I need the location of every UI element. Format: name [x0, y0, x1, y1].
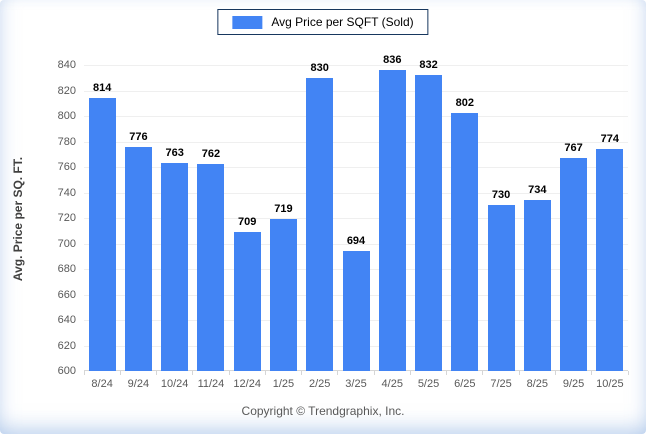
- x-axis-tick: [83, 371, 85, 375]
- x-tick-label: 7/25: [490, 378, 512, 390]
- gridline: [84, 90, 628, 92]
- gridline: [84, 243, 628, 245]
- bar: [523, 200, 551, 371]
- y-tick-label: 620: [57, 339, 76, 352]
- x-axis-tick: [591, 371, 593, 375]
- x-tick-label: 10/24: [160, 378, 189, 390]
- gridline: [84, 65, 628, 66]
- x-tick-label: 10/25: [596, 378, 624, 390]
- bar-value-label: 767: [564, 142, 583, 155]
- bar-value-label: 734: [528, 184, 547, 197]
- x-tick-label: 8/25: [526, 378, 549, 390]
- y-tick-label: 780: [57, 135, 76, 148]
- x-axis-tick: [518, 371, 520, 375]
- x-tick-label: 1/25: [272, 378, 295, 390]
- x-axis-tick: [373, 371, 375, 375]
- y-axis-title: Avg. Price per SQ. FT.: [11, 156, 25, 282]
- y-tick-label: 740: [57, 186, 76, 199]
- bar-value-label: 694: [346, 235, 366, 248]
- bar: [451, 113, 479, 371]
- x-axis-tick: [409, 371, 411, 375]
- x-tick-label: 6/25: [454, 378, 476, 390]
- bar: [197, 164, 225, 371]
- x-tick-label: 3/25: [345, 378, 367, 390]
- legend-label: Avg Price per SQFT (Sold): [271, 15, 414, 29]
- bar-value-label: 802: [455, 97, 474, 110]
- bar-value-label: 719: [274, 203, 293, 216]
- bar: [124, 146, 152, 371]
- x-axis-tick: [446, 371, 448, 375]
- y-tick-label: 640: [57, 314, 76, 327]
- bar: [415, 75, 443, 371]
- x-tick-label: 2/25: [309, 378, 331, 390]
- bar-value-label: 730: [491, 189, 511, 202]
- y-tick-label: 720: [57, 212, 76, 224]
- bar: [596, 149, 624, 371]
- y-tick-label: 680: [57, 263, 76, 276]
- gridline: [84, 116, 628, 117]
- bar: [88, 98, 116, 371]
- y-tick-label: 700: [57, 237, 76, 250]
- plot-area: 600 620 640 660 680 700 720 740 760 780 800 820 840 8…: [58, 54, 629, 390]
- x-tick-label: 11/24: [197, 378, 225, 390]
- x-tick-label: 12/24: [233, 378, 261, 390]
- bar-value-label: 774: [600, 133, 620, 146]
- x-axis-tick: [301, 371, 303, 375]
- bar-value-label: 709: [238, 216, 257, 229]
- bar: [378, 70, 406, 371]
- legend-swatch-icon: [232, 15, 263, 29]
- bar: [560, 158, 588, 371]
- gridline: [84, 141, 628, 143]
- bar-value-label: 832: [419, 59, 438, 72]
- y-tick-label: 600: [57, 365, 76, 377]
- bar: [161, 163, 189, 371]
- x-tick-label: 9/24: [127, 378, 150, 390]
- bar-value-label: 762: [201, 148, 221, 161]
- x-axis-tick: [482, 371, 484, 375]
- bar: [233, 232, 261, 371]
- x-axis-tick: [228, 371, 230, 375]
- y-tick-label: 840: [57, 59, 76, 71]
- gridline: [84, 218, 628, 219]
- x-axis-tick: [554, 371, 556, 375]
- x-tick-label: 9/25: [562, 378, 585, 390]
- bar-value-label: 763: [165, 147, 184, 160]
- y-tick-label: 800: [57, 110, 76, 122]
- bar-value-label: 836: [383, 54, 402, 67]
- bar: [487, 205, 515, 371]
- bar-value-label: 776: [129, 130, 148, 143]
- bar: [269, 219, 297, 371]
- x-axis-tick: [337, 371, 339, 375]
- copyright-text: Copyright © Trendgraphix, Inc.: [241, 404, 405, 418]
- x-tick-label: 8/24: [91, 378, 113, 390]
- x-axis-tick: [156, 371, 158, 375]
- y-tick-label: 760: [57, 161, 76, 174]
- x-tick-label: 4/25: [381, 378, 403, 390]
- gridline: [84, 167, 628, 169]
- y-tick-label: 820: [57, 84, 76, 97]
- x-axis-tick: [627, 371, 629, 375]
- x-axis-tick: [192, 371, 194, 375]
- bar-value-label: 830: [310, 61, 329, 74]
- bar: [306, 77, 334, 371]
- bar: [342, 251, 370, 371]
- x-tick-label: 5/25: [417, 378, 440, 390]
- y-tick-label: 660: [57, 288, 76, 301]
- x-axis-tick: [119, 371, 121, 375]
- bar-value-label: 814: [92, 82, 112, 95]
- x-axis-tick: [264, 371, 266, 375]
- gridline: [84, 192, 628, 194]
- legend: Avg Price per SQFT (Sold): [217, 9, 429, 35]
